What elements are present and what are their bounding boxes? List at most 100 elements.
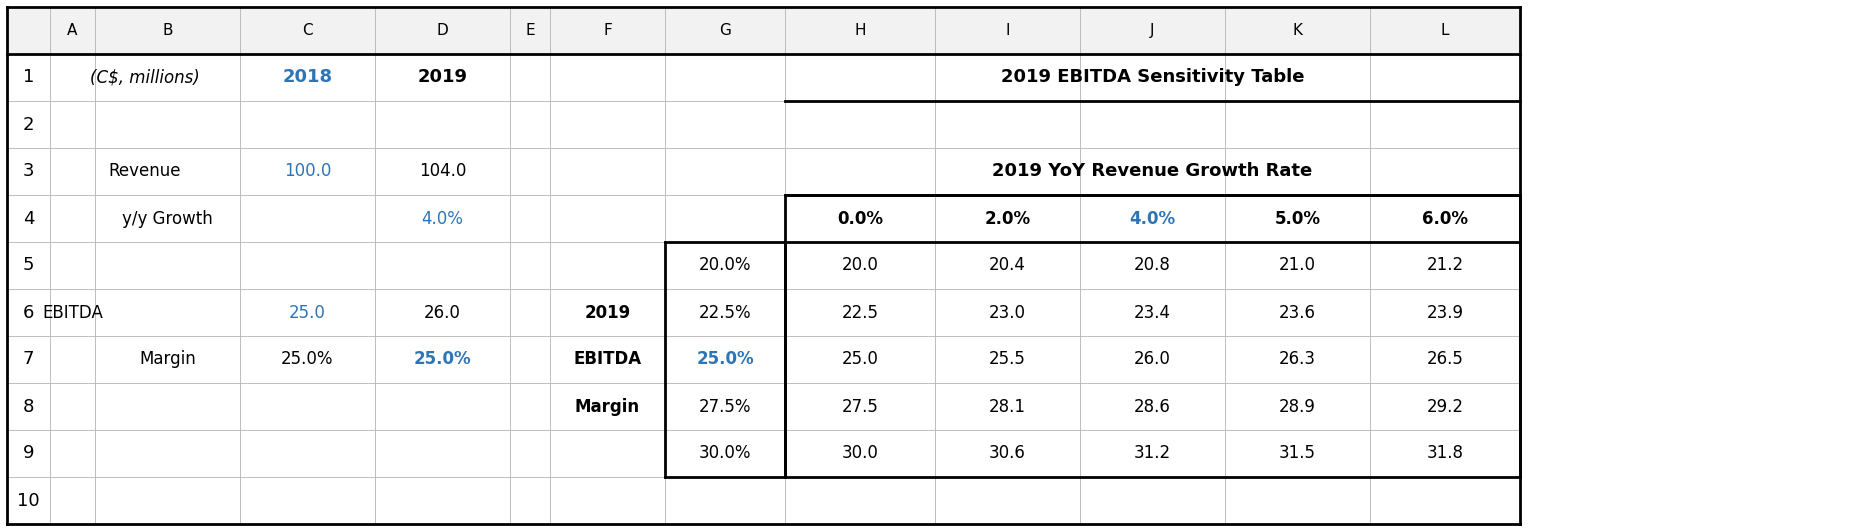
Bar: [50, 289, 95, 336]
Bar: [7, 54, 50, 101]
Bar: [239, 477, 376, 524]
Text: 20.0: 20.0: [842, 257, 879, 275]
Bar: [376, 195, 511, 242]
Text: 25.0: 25.0: [842, 351, 879, 369]
Bar: [1225, 383, 1371, 430]
Bar: [1081, 7, 1225, 54]
Bar: [376, 148, 511, 195]
Bar: [1081, 242, 1225, 289]
Bar: [50, 54, 95, 101]
Bar: [50, 148, 95, 195]
Text: 20.8: 20.8: [1133, 257, 1171, 275]
Bar: [666, 336, 785, 383]
Bar: [239, 336, 376, 383]
Bar: [511, 54, 550, 101]
Bar: [550, 242, 666, 289]
Text: 23.9: 23.9: [1427, 304, 1464, 322]
Text: 2019 YoY Revenue Growth Rate: 2019 YoY Revenue Growth Rate: [993, 163, 1313, 181]
Bar: [95, 7, 239, 54]
Bar: [935, 242, 1081, 289]
Text: 23.0: 23.0: [989, 304, 1027, 322]
Bar: [785, 7, 935, 54]
Text: 25.0%: 25.0%: [280, 351, 333, 369]
Bar: [1371, 54, 1520, 101]
Text: 28.9: 28.9: [1279, 398, 1316, 416]
Bar: [95, 336, 239, 383]
Text: 23.6: 23.6: [1279, 304, 1316, 322]
Bar: [1371, 289, 1520, 336]
Bar: [550, 336, 666, 383]
Text: 1: 1: [22, 69, 34, 87]
Bar: [666, 477, 785, 524]
Bar: [239, 289, 376, 336]
Bar: [785, 195, 935, 242]
Bar: [785, 336, 935, 383]
Text: EBITDA: EBITDA: [41, 304, 103, 322]
Bar: [666, 430, 785, 477]
Text: 20.4: 20.4: [989, 257, 1027, 275]
Text: 30.0: 30.0: [842, 445, 879, 463]
Bar: [511, 383, 550, 430]
Bar: [50, 336, 95, 383]
Text: K: K: [1292, 23, 1303, 38]
Bar: [376, 477, 511, 524]
Bar: [1225, 289, 1371, 336]
Bar: [95, 148, 239, 195]
Bar: [785, 383, 935, 430]
Bar: [785, 148, 935, 195]
Text: L: L: [1440, 23, 1449, 38]
Bar: [95, 289, 239, 336]
Bar: [666, 195, 785, 242]
Text: 6: 6: [22, 304, 34, 322]
Text: F: F: [604, 23, 611, 38]
Bar: [1225, 54, 1371, 101]
Text: E: E: [525, 23, 535, 38]
Bar: [511, 101, 550, 148]
Bar: [7, 430, 50, 477]
Text: H: H: [855, 23, 866, 38]
Text: Margin: Margin: [138, 351, 196, 369]
Text: 25.0: 25.0: [290, 304, 325, 322]
Text: 8: 8: [22, 398, 34, 416]
Bar: [1225, 148, 1371, 195]
Text: 28.1: 28.1: [989, 398, 1027, 416]
Bar: [511, 289, 550, 336]
Bar: [50, 383, 95, 430]
Text: 31.5: 31.5: [1279, 445, 1316, 463]
Bar: [935, 7, 1081, 54]
Bar: [7, 477, 50, 524]
Text: 25.0%: 25.0%: [696, 351, 754, 369]
Bar: [1371, 477, 1520, 524]
Text: 21.2: 21.2: [1427, 257, 1464, 275]
Bar: [95, 195, 239, 242]
Text: 30.6: 30.6: [989, 445, 1027, 463]
Bar: [785, 289, 935, 336]
Bar: [666, 101, 785, 148]
Bar: [550, 148, 666, 195]
Bar: [1371, 336, 1520, 383]
Text: 29.2: 29.2: [1427, 398, 1464, 416]
Bar: [1225, 7, 1371, 54]
Text: 26.5: 26.5: [1427, 351, 1464, 369]
Bar: [935, 101, 1081, 148]
Bar: [376, 430, 511, 477]
Text: 23.4: 23.4: [1133, 304, 1171, 322]
Bar: [935, 195, 1081, 242]
Bar: [376, 383, 511, 430]
Bar: [935, 430, 1081, 477]
Bar: [511, 195, 550, 242]
Bar: [239, 383, 376, 430]
Text: 25.5: 25.5: [989, 351, 1027, 369]
Text: 10: 10: [17, 492, 39, 510]
Text: (C$, millions): (C$, millions): [90, 69, 200, 87]
Text: 26.0: 26.0: [424, 304, 460, 322]
Bar: [1081, 195, 1225, 242]
Bar: [1371, 195, 1520, 242]
Bar: [50, 477, 95, 524]
Bar: [1225, 477, 1371, 524]
Bar: [935, 148, 1081, 195]
Text: 20.0%: 20.0%: [699, 257, 752, 275]
Bar: [1081, 101, 1225, 148]
Bar: [239, 148, 376, 195]
Bar: [376, 101, 511, 148]
